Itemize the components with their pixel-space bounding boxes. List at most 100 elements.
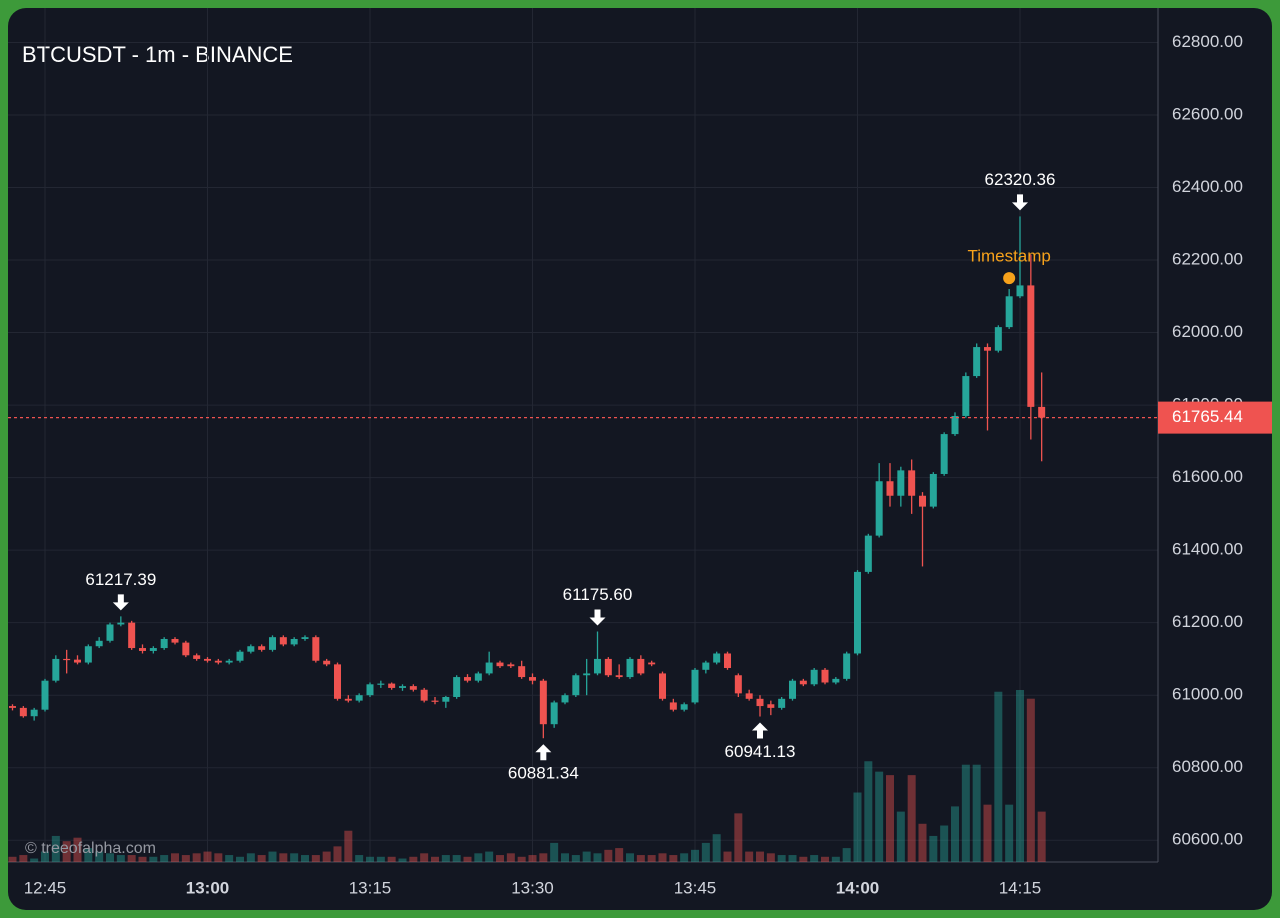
volume-bar [311,855,320,862]
candle-body [615,675,623,678]
volume-bar [875,771,884,862]
candle-body [518,666,526,678]
volume-bar [983,804,992,862]
volume-bar [8,856,17,862]
volume-bar [160,855,169,862]
y-tick-label: 61000.00 [1172,685,1243,704]
volume-bar [517,856,526,862]
candle-body [377,683,385,685]
candle-body [74,659,81,663]
volume-bar [214,853,223,862]
volume-bar [463,856,472,862]
candle-body [929,473,937,507]
volume-bar [582,851,591,862]
candle-body [724,653,731,668]
candle-body [193,655,201,659]
volume-bar [171,853,179,862]
candle-body [626,658,634,678]
candle-body [962,376,970,416]
candle-body [290,638,298,645]
candle-body [550,702,558,725]
last-price-tag [1158,401,1272,434]
volume-bar [831,856,840,862]
marker-label: 61217.39 [85,570,156,589]
volume-bar [387,856,396,862]
volume-bar [127,855,136,862]
volume-bar [452,855,461,862]
candle-body [604,658,612,676]
candle-body [247,646,255,652]
volume-bar [777,855,786,862]
y-tick-label: 60600.00 [1172,830,1243,849]
volume-bar [138,856,147,862]
candle-body [864,535,872,572]
candle-body [561,695,569,703]
candle-body [734,675,742,694]
volume-bar [225,855,234,862]
volume-bar [972,764,981,862]
volume-bar [864,761,873,862]
watermark: © treeofalpha.com [25,840,156,857]
y-tick-label: 62600.00 [1172,104,1243,123]
candle-body [9,706,16,708]
candle-body [994,327,1002,351]
volume-bar [203,851,212,862]
volume-bar [821,856,829,862]
volume-bar [474,853,483,862]
x-tick-label: 14:00 [836,878,879,897]
x-tick-label: 12:45 [24,878,67,897]
candle-body [139,648,146,651]
marker-arrow [112,594,129,611]
volume-bar [658,853,667,862]
candle-body [637,658,645,674]
volume-bar [149,856,158,862]
volume-bar [626,853,634,862]
volume-bar [62,841,71,862]
volume-bar [907,775,916,862]
candle-body [680,704,688,710]
candle-body [279,637,287,645]
x-tick-label: 13:00 [186,878,229,897]
candle-body [778,698,786,708]
candle-body [117,622,125,625]
candle-body [301,637,309,639]
candle-body [171,638,179,643]
volume-bar [116,855,125,862]
candle-body [529,677,536,681]
last-price-label: 61765.44 [1172,407,1243,426]
candle-body [344,698,352,701]
volume-bar [669,855,678,862]
volume-bar [1005,804,1014,862]
volume-bar [73,837,82,862]
candle-body [810,669,818,685]
candle-body [843,653,851,679]
candle-body [334,664,341,699]
volume-bar [431,856,439,862]
marker-arrow [535,744,552,761]
volume-bar [19,855,28,862]
candle-body [539,680,547,725]
volume-bar [561,853,569,862]
volume-bar [95,851,104,862]
candle-body [214,660,222,663]
candle-body [648,662,656,665]
candle-body [1005,296,1013,328]
y-tick-label: 62200.00 [1172,250,1243,269]
volume-bar [344,830,353,862]
marker-arrow [752,722,768,739]
volume-bar [528,855,537,862]
volume-bar [1026,698,1035,862]
volume-bar [257,855,266,862]
candle-body [854,571,861,654]
volume-bar [756,851,764,862]
marker-arrow [1012,194,1028,211]
volume-bar [1016,690,1024,862]
volume-bar [842,848,851,862]
y-tick-label: 62400.00 [1172,177,1243,196]
volume-bar [723,851,732,862]
volume-bar [181,855,190,862]
volume-bar [647,855,656,862]
volume-bar [51,835,60,862]
candle-body [583,673,591,676]
volume-bar [322,851,331,862]
